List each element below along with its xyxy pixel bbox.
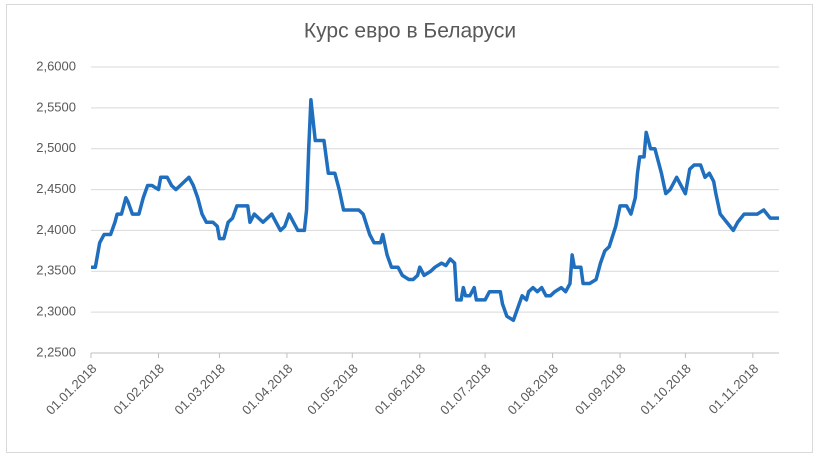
y-tick-label: 2,3500 <box>36 263 76 278</box>
y-tick-label: 2,4500 <box>36 181 76 196</box>
y-tick-label: 2,3000 <box>36 304 76 319</box>
y-tick-label: 2,6000 <box>36 58 76 73</box>
y-tick-label: 2,4000 <box>36 222 76 237</box>
chart-border <box>6 4 813 453</box>
y-tick-label: 2,5500 <box>36 99 76 114</box>
chart-title: Курс евро в Беларуси <box>304 20 516 43</box>
y-tick-label: 2,2500 <box>36 344 76 359</box>
data-line <box>91 97 779 323</box>
y-tick-label: 2,5000 <box>36 140 76 155</box>
